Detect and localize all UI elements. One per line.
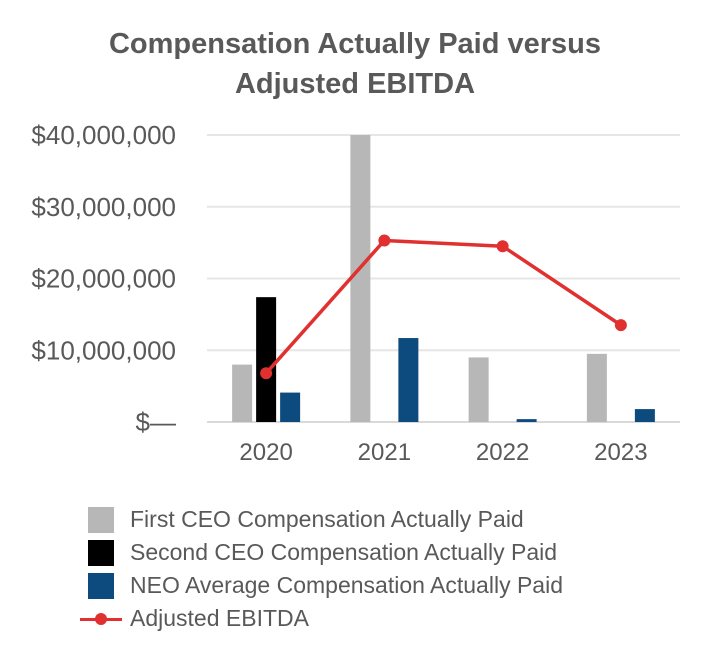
y-tick-label: $20,000,000 <box>31 264 176 294</box>
bar-first-ceo-compensation-actually-paid-2023 <box>586 353 607 422</box>
x-tick-label: 2020 <box>239 439 292 466</box>
bar-first-ceo-compensation-actually-paid-2021 <box>350 135 371 422</box>
bar-neo-average-compensation-actually-paid-2021 <box>398 338 419 422</box>
legend-swatch-icon <box>88 572 114 599</box>
bar-neo-average-compensation-actually-paid-2020 <box>280 392 301 422</box>
x-tick-label: 2023 <box>594 439 647 466</box>
plot-area: $— $10,000,000 $20,000,000 $30,000,000 $40,0… <box>31 120 680 466</box>
line-adjusted-ebitda <box>264 238 622 375</box>
legend-label: Adjusted EBITDA <box>130 605 309 631</box>
legend-label: NEO Average Compensation Actually Paid <box>130 572 563 598</box>
chart-title-line-1: Compensation Actually Paid versus <box>108 28 602 60</box>
legend-label: First CEO Compensation Actually Paid <box>130 506 524 532</box>
legend-line-marker-icon <box>80 606 122 632</box>
line-point-2022 <box>496 240 509 253</box>
legend-label: Second CEO Compensation Actually Paid <box>130 539 558 565</box>
chart-title-line-2: Adjusted EBITDA <box>234 68 476 100</box>
bar-neo-average-compensation-actually-paid-2023 <box>634 409 655 422</box>
y-tick-label: $40,000,000 <box>31 120 176 150</box>
line-point-2021 <box>378 234 391 247</box>
chart-title: Compensation Actually Paid versus Adjust… <box>0 24 710 104</box>
bar-first-ceo-compensation-actually-paid-2020 <box>232 364 253 422</box>
y-tick-label: $— <box>136 407 176 437</box>
legend-item: Adjusted EBITDA <box>80 602 700 635</box>
y-tick-label: $30,000,000 <box>31 192 176 222</box>
legend-item: Second CEO Compensation Actually Paid <box>80 536 700 569</box>
bar-neo-average-compensation-actually-paid-2022 <box>516 419 537 422</box>
x-tick-label: 2022 <box>476 439 529 466</box>
legend-swatch-icon <box>88 539 114 566</box>
x-tick-label: 2021 <box>358 439 411 466</box>
line-point-2023 <box>614 319 627 332</box>
legend-swatch-icon <box>88 506 114 533</box>
y-tick-label: $10,000,000 <box>31 335 176 365</box>
line-point-2020 <box>260 367 273 380</box>
bar-second-ceo-compensation-actually-paid-2020 <box>256 297 277 422</box>
legend-item: NEO Average Compensation Actually Paid <box>80 569 700 602</box>
legend: First CEO Compensation Actually Paid Seco… <box>80 503 700 635</box>
legend-item: First CEO Compensation Actually Paid <box>80 503 700 536</box>
bar-first-ceo-compensation-actually-paid-2022 <box>468 357 489 422</box>
